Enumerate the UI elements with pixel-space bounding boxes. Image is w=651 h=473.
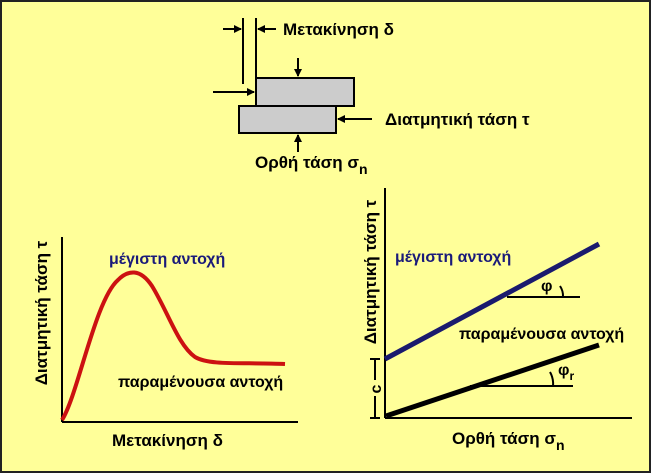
peak-strength-line — [383, 241, 601, 362]
residual-strength-line — [385, 342, 600, 419]
cohesion-label: c — [368, 384, 385, 393]
right-x-axis-label: Ορθή τάση σn — [452, 429, 565, 453]
phi-r-label: φr — [558, 362, 574, 383]
upper-block — [255, 77, 355, 107]
stress-displacement-curve — [60, 270, 286, 422]
left-peak-label: μέγιστη αντοχή — [109, 251, 225, 268]
right-chart: φ φr μέγιστη αντοχή παραμένουσα αντοχή c… — [361, 188, 632, 453]
right-y-axis-label: Διατμητική τάση τ — [361, 199, 380, 344]
phi-label: φ — [541, 278, 552, 295]
phi-r-arc — [549, 371, 555, 387]
left-y-axis-label: Διατμητική τάση τ — [32, 240, 51, 385]
shear-box-diagram: Μετακίνηση δ Διατμητική τάση τ Ορθή τάση… — [213, 18, 530, 177]
displacement-label: Μετακίνηση δ — [283, 20, 394, 39]
shear-stress-label: Διατμητική τάση τ — [385, 110, 530, 129]
phi-arc — [559, 285, 565, 298]
lower-block — [238, 105, 337, 134]
right-residual-label: παραμένουσα αντοχή — [459, 326, 624, 343]
left-residual-label: παραμένουσα αντοχή — [118, 374, 283, 391]
cohesion-label-bg — [367, 380, 383, 396]
normal-stress-label: Ορθή τάση σn — [255, 153, 368, 177]
right-peak-label: μέγιστη αντοχή — [395, 249, 511, 266]
left-x-axis-label: Μετακίνηση δ — [112, 431, 223, 450]
left-chart: μέγιστη αντοχή παραμένουσα αντοχή Μετακί… — [32, 237, 298, 450]
